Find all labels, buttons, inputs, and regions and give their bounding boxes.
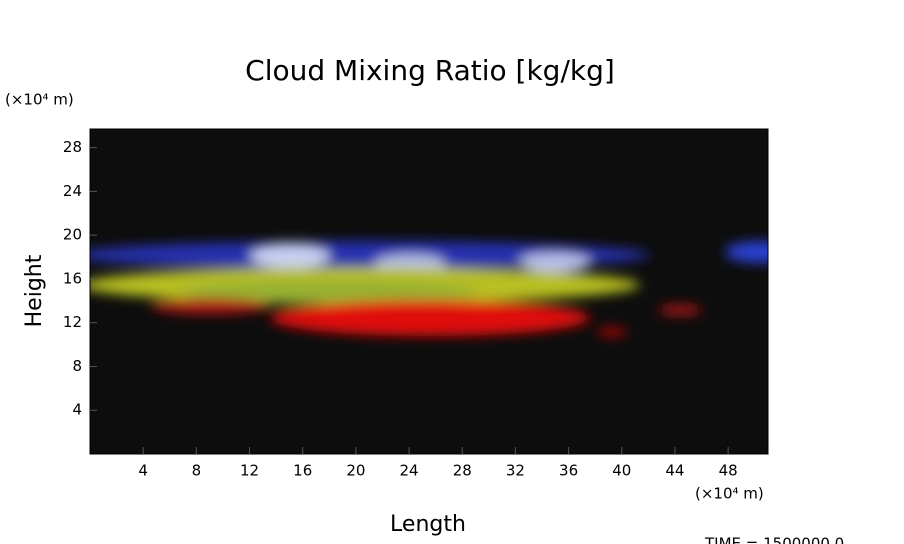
y-tick-label: 20 [63, 226, 82, 244]
x-tick-label: 4 [138, 462, 148, 480]
y-tick-label: 24 [63, 182, 82, 200]
y-unit: (×10⁴ m) [5, 91, 74, 109]
x-tick-label: 44 [665, 462, 684, 480]
plot-frame [89, 128, 769, 455]
x-tick-label: 28 [453, 462, 472, 480]
y-tick-label: 12 [63, 313, 82, 331]
y-tick-label: 16 [63, 269, 82, 287]
x-unit: (×10⁴ m) [695, 485, 764, 503]
footer: TIME = 1500000.0 [704, 535, 844, 544]
x-tick-label: 8 [192, 462, 202, 480]
y-tick-label: 8 [72, 357, 82, 375]
x-tick-label: 36 [559, 462, 578, 480]
x-axis-label: Length [390, 512, 466, 537]
x-tick-label: 32 [506, 462, 525, 480]
y-tick-label: 4 [72, 401, 82, 419]
cloud-field [90, 241, 768, 336]
chart-title: Cloud Mixing Ratio [kg/kg] [245, 54, 615, 87]
y-axis-label: Height [22, 254, 47, 327]
x-tick-label: 40 [612, 462, 631, 480]
x-tick-label: 20 [346, 462, 365, 480]
x-tick-label: 16 [293, 462, 312, 480]
x-tick-label: 48 [719, 462, 738, 480]
x-tick-label: 12 [240, 462, 259, 480]
y-tick-label: 28 [63, 138, 82, 156]
x-tick-label: 24 [400, 462, 419, 480]
